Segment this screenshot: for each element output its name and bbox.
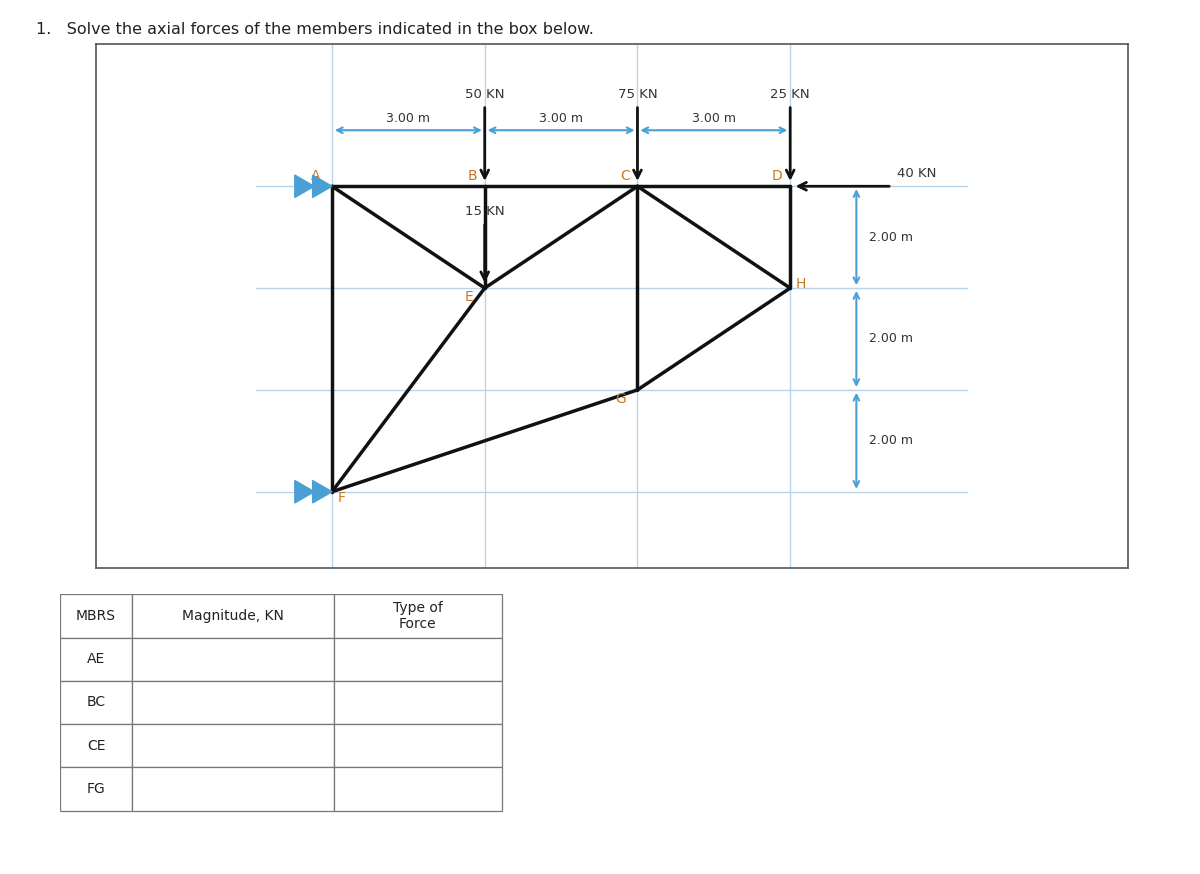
Text: 2.00 m: 2.00 m <box>869 231 913 244</box>
Text: 50 KN: 50 KN <box>464 87 504 101</box>
Bar <box>132 681 334 724</box>
Text: A: A <box>311 170 320 184</box>
Text: CE: CE <box>86 739 106 753</box>
Bar <box>132 724 334 767</box>
Text: Magnitude, KN: Magnitude, KN <box>182 609 283 623</box>
Text: 3.00 m: 3.00 m <box>539 112 583 125</box>
Bar <box>334 638 502 681</box>
Text: E: E <box>464 290 474 304</box>
Text: D: D <box>772 170 782 184</box>
Bar <box>132 638 334 681</box>
Bar <box>60 594 132 638</box>
Bar <box>334 594 502 638</box>
Text: C: C <box>620 170 630 184</box>
Text: 25 KN: 25 KN <box>770 87 810 101</box>
Text: AE: AE <box>86 652 106 666</box>
Text: 15 KN: 15 KN <box>464 205 504 218</box>
Text: 2.00 m: 2.00 m <box>869 434 913 447</box>
Bar <box>132 767 334 811</box>
Bar <box>60 724 132 767</box>
Polygon shape <box>313 175 332 198</box>
Polygon shape <box>313 481 332 503</box>
Text: H: H <box>796 277 805 291</box>
Text: B: B <box>468 170 478 184</box>
Bar <box>60 681 132 724</box>
Bar <box>334 724 502 767</box>
Bar <box>60 638 132 681</box>
Text: G: G <box>616 392 626 406</box>
Polygon shape <box>295 481 314 503</box>
Text: BC: BC <box>86 696 106 710</box>
Bar <box>132 594 334 638</box>
Polygon shape <box>295 175 314 198</box>
Bar <box>334 681 502 724</box>
Text: 1.   Solve the axial forces of the members indicated in the box below.: 1. Solve the axial forces of the members… <box>36 22 594 37</box>
Bar <box>60 767 132 811</box>
Text: MBRS: MBRS <box>76 609 116 623</box>
Text: 75 KN: 75 KN <box>618 87 658 101</box>
Bar <box>334 767 502 811</box>
Text: F: F <box>338 491 346 505</box>
Text: Type of
Force: Type of Force <box>392 600 443 631</box>
Text: FG: FG <box>86 782 106 796</box>
Text: 2.00 m: 2.00 m <box>869 332 913 345</box>
Text: 3.00 m: 3.00 m <box>386 112 431 125</box>
Text: 40 KN: 40 KN <box>898 167 936 180</box>
Text: 3.00 m: 3.00 m <box>692 112 736 125</box>
